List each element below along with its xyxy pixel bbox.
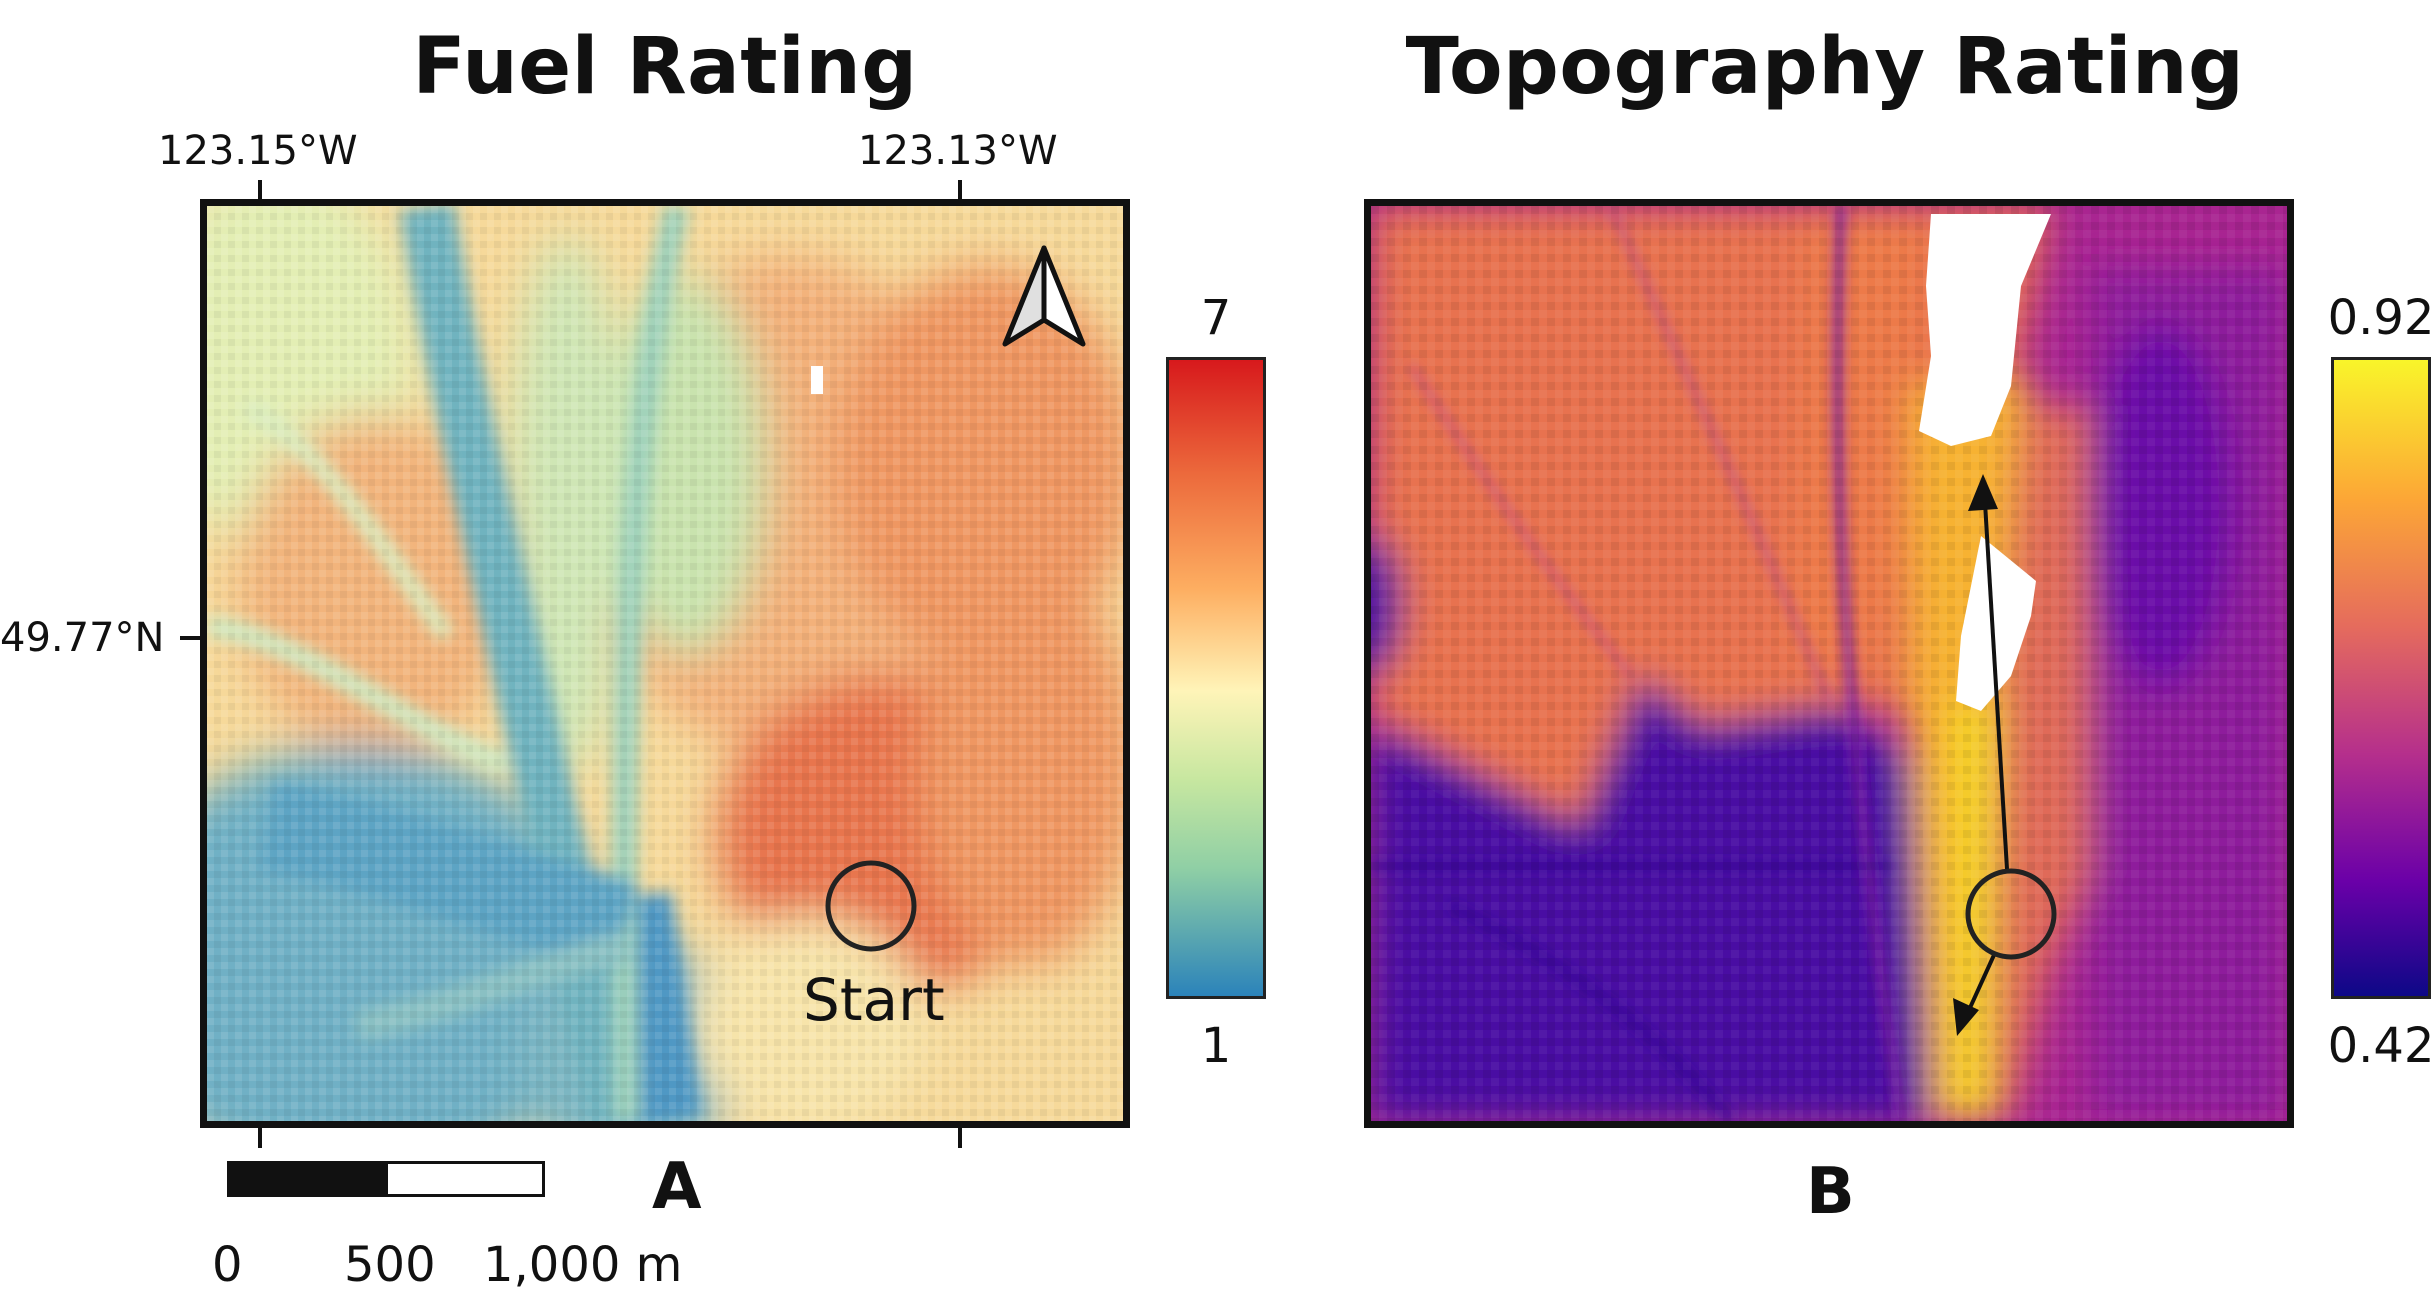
north-arrow-icon — [1002, 245, 1086, 347]
tick-bottom-left — [258, 1108, 262, 1148]
tick-bottom-right — [958, 1108, 962, 1148]
panel-b-title: Topography Rating — [1405, 22, 2245, 112]
scale-label-500: 500 — [344, 1237, 436, 1293]
direction-arrows — [1953, 474, 2009, 1036]
panel-letter-b: B — [1806, 1155, 1855, 1229]
fuel-rating-map: Start — [200, 199, 1130, 1128]
scale-bar — [227, 1161, 545, 1197]
longitude-label-right: 123.13°W — [858, 128, 1058, 174]
fuel-colorbar-max: 7 — [1200, 290, 1232, 346]
topography-colorbar-max: 0.92 — [2327, 290, 2433, 346]
topography-colorbar — [2331, 357, 2431, 999]
scale-label-0: 0 — [212, 1237, 243, 1293]
panel-letter-a: A — [652, 1150, 702, 1224]
start-marker-icon — [825, 860, 917, 952]
fuel-colorbar — [1166, 357, 1266, 999]
circle-marker-icon — [1965, 868, 2057, 960]
fuel-colorbar-min: 1 — [1200, 1018, 1232, 1074]
latitude-label: 49.77°N — [0, 615, 165, 661]
start-label: Start — [803, 966, 945, 1034]
topography-rating-map — [1364, 199, 2294, 1128]
longitude-label-left: 123.15°W — [158, 128, 358, 174]
panel-a-title: Fuel Rating — [412, 22, 918, 112]
scale-label-1000: 1,000 m — [483, 1237, 683, 1293]
scale-bar-black-segment — [230, 1164, 388, 1194]
topography-colorbar-min: 0.42 — [2327, 1018, 2433, 1074]
